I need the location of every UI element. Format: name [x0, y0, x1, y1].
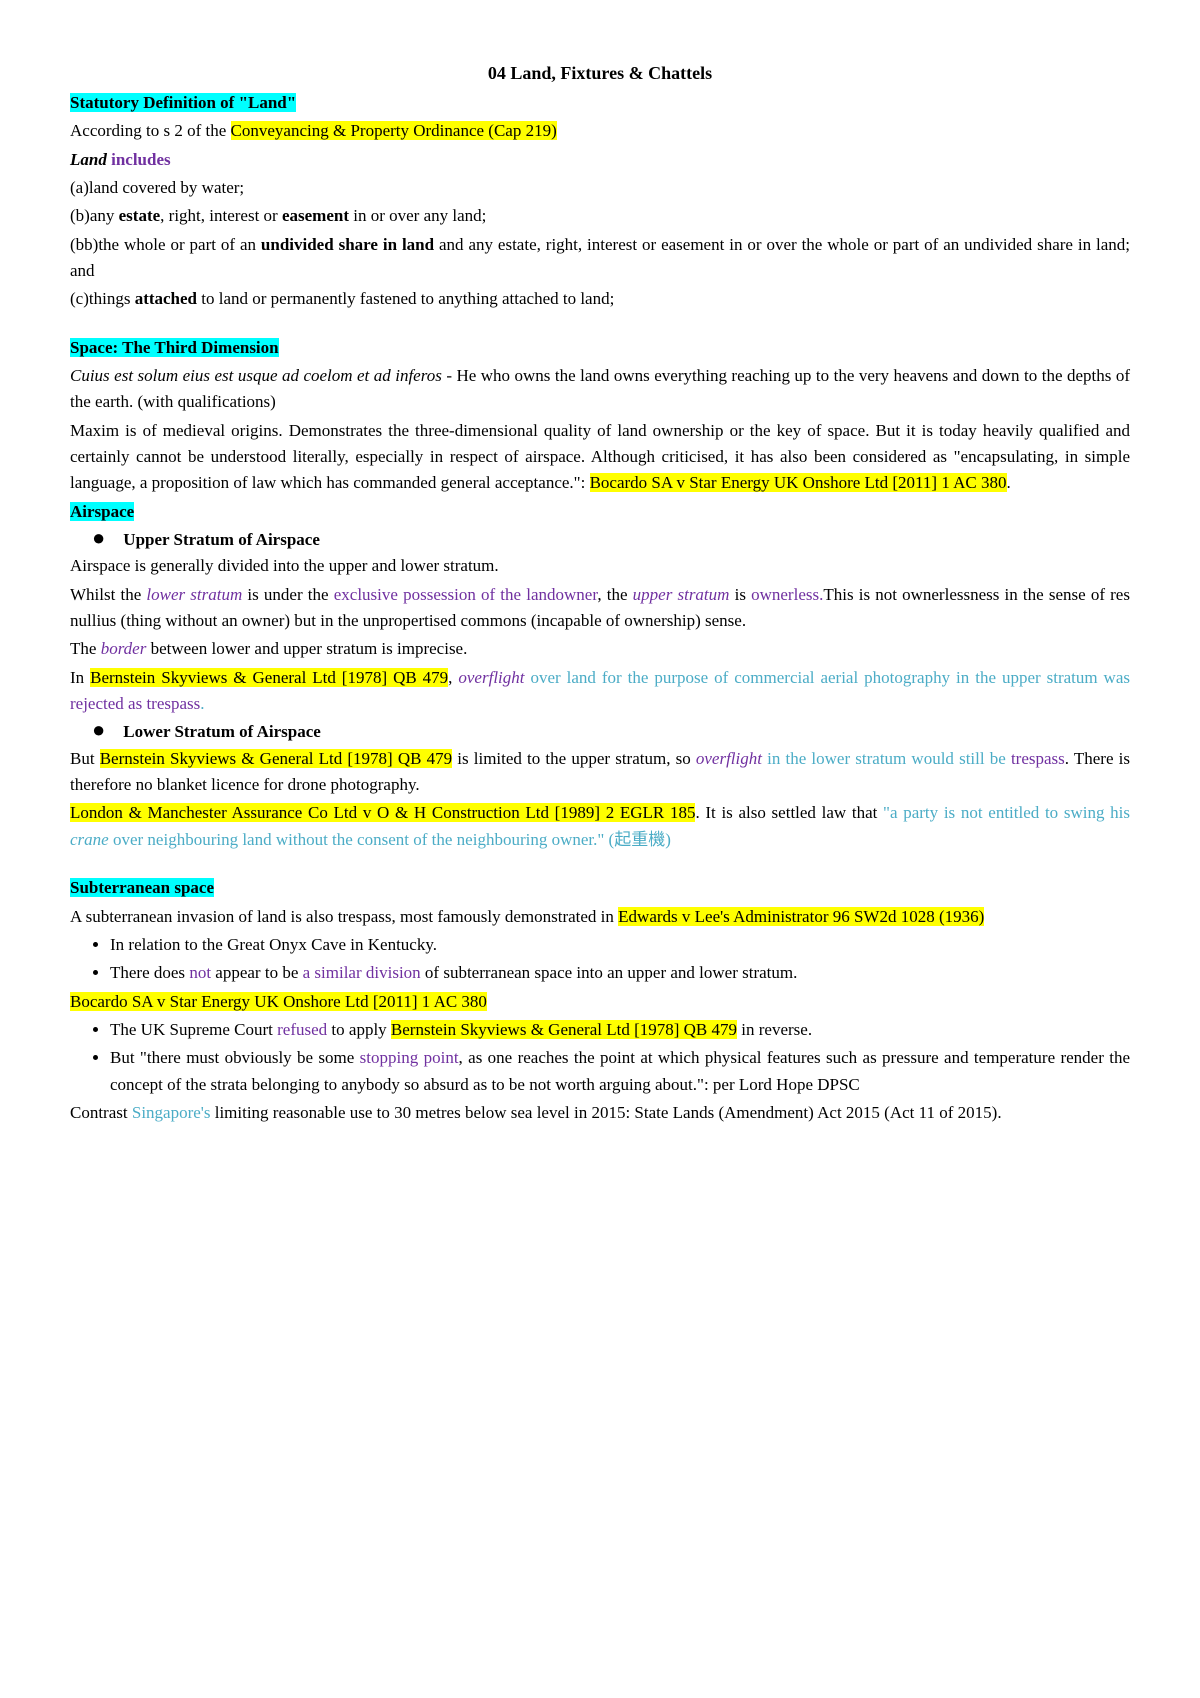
bullet-icon: ● [92, 719, 105, 741]
list-item: In relation to the Great Onyx Cave in Ke… [110, 932, 1130, 958]
sub-p1: A subterranean invasion of land is also … [70, 904, 1130, 930]
sec1-heading-text: Statutory Definition of "Land" [70, 93, 296, 112]
sub-list-1: In relation to the Great Onyx Cave in Ke… [70, 932, 1130, 987]
item-b: (b)any estate, right, interest or easeme… [70, 203, 1130, 229]
london-manchester-cite: London & Manchester Assurance Co Ltd v O… [70, 803, 695, 822]
airspace-heading-text: Airspace [70, 502, 134, 521]
upper-p1: Airspace is generally divided into the u… [70, 553, 1130, 579]
lower-p2: London & Manchester Assurance Co Ltd v O… [70, 800, 1130, 853]
subterranean-heading-text: Subterranean space [70, 878, 214, 897]
ordinance-cite: Conveyancing & Property Ordinance (Cap 2… [231, 121, 557, 140]
item-c: (c)things attached to land or permanentl… [70, 286, 1130, 312]
sec2-heading: Space: The Third Dimension [70, 335, 1130, 361]
lower-p1: But Bernstein Skyviews & General Ltd [19… [70, 746, 1130, 799]
bocardo-cite-2: Bocardo SA v Star Energy UK Onshore Ltd … [70, 992, 487, 1011]
item-bb: (bb)the whole or part of an undivided sh… [70, 232, 1130, 285]
land-includes: Land includes [70, 147, 1130, 173]
bernstein-cite-3: Bernstein Skyviews & General Ltd [1978] … [391, 1020, 737, 1039]
item-a: (a)land covered by water; [70, 175, 1130, 201]
maxim-explain: Maxim is of medieval origins. Demonstrat… [70, 418, 1130, 497]
sec2-heading-text: Space: The Third Dimension [70, 338, 279, 357]
upper-p3: The border between lower and upper strat… [70, 636, 1130, 662]
doc-title: 04 Land, Fixtures & Chattels [70, 60, 1130, 88]
lower-stratum-heading: ● Lower Stratum of Airspace [70, 719, 1130, 745]
sub-list-2: The UK Supreme Court refused to apply Be… [70, 1017, 1130, 1098]
list-item: But "there must obviously be some stoppi… [110, 1045, 1130, 1098]
upper-p4: In Bernstein Skyviews & General Ltd [197… [70, 665, 1130, 718]
maxim-latin: Cuius est solum eius est usque ad coelom… [70, 363, 1130, 416]
edwards-cite: Edwards v Lee's Administrator 96 SW2d 10… [618, 907, 984, 926]
list-item: There does not appear to be a similar di… [110, 960, 1130, 986]
bocardo-line: Bocardo SA v Star Energy UK Onshore Ltd … [70, 989, 1130, 1015]
list-item: The UK Supreme Court refused to apply Be… [110, 1017, 1130, 1043]
bernstein-cite-1: Bernstein Skyviews & General Ltd [1978] … [90, 668, 448, 687]
bullet-icon: ● [92, 527, 105, 549]
sec1-heading: Statutory Definition of "Land" [70, 90, 1130, 116]
subterranean-heading: Subterranean space [70, 875, 1130, 901]
upper-p2: Whilst the lower stratum is under the ex… [70, 582, 1130, 635]
upper-stratum-heading: ● Upper Stratum of Airspace [70, 527, 1130, 553]
bocardo-cite-1: Bocardo SA v Star Energy UK Onshore Ltd … [590, 473, 1007, 492]
sub-p2: Contrast Singapore's limiting reasonable… [70, 1100, 1130, 1126]
airspace-heading: Airspace [70, 499, 1130, 525]
bernstein-cite-2: Bernstein Skyviews & General Ltd [1978] … [100, 749, 452, 768]
sec1-intro: According to s 2 of the Conveyancing & P… [70, 118, 1130, 144]
